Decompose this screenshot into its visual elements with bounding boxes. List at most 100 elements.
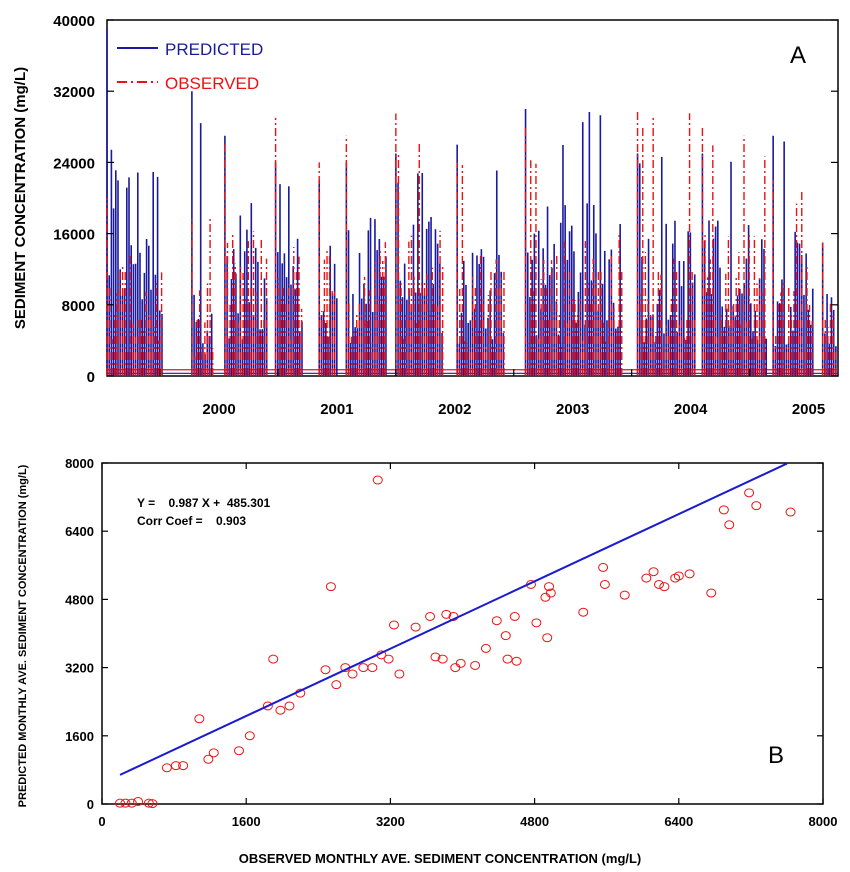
panel-b-fit-line — [119, 462, 788, 776]
panel-b-x-tick-label: 8000 — [809, 814, 838, 829]
panel-b-point — [724, 520, 735, 530]
panel-b-point — [170, 761, 181, 771]
panel-b-point — [545, 588, 556, 598]
panel-b-point — [751, 501, 762, 511]
panel-b-point — [578, 607, 589, 617]
panel-b-point — [441, 609, 452, 619]
panel-b-point — [203, 754, 214, 764]
panel-b-point — [115, 798, 126, 808]
panel-b-point — [744, 488, 755, 498]
panel-b-y-ticks: 0 1600 3200 4800 6400 8000 — [65, 456, 823, 812]
panel-b-x-tick-label: 6400 — [664, 814, 693, 829]
panel-b-point — [325, 582, 336, 592]
panel-b-point — [372, 475, 383, 485]
panel-b-x-tick-label: 3200 — [376, 814, 405, 829]
panel-b-point — [785, 507, 796, 517]
panel-a-y-tick-label: 32000 — [53, 84, 95, 101]
panel-b-point — [147, 799, 158, 809]
panel-b-point — [394, 669, 405, 679]
panel-b-x-tick-label: 4800 — [520, 814, 549, 829]
panel-b-point — [659, 582, 670, 592]
panel-b-y-tick-label: 0 — [87, 797, 94, 812]
panel-b-point — [641, 573, 652, 583]
panel-b-point — [331, 680, 342, 690]
panel-b-point — [208, 748, 219, 758]
panel-b-point — [480, 643, 491, 653]
panel-a-x-tick-label: 2002 — [438, 401, 471, 418]
panel-a-series-bars — [106, 28, 838, 376]
panel-b-points — [115, 475, 796, 809]
panel-b-point — [542, 633, 553, 643]
panel-b-equation: Y = 0.987 X + 485.301 — [137, 496, 271, 510]
panel-b-point — [178, 761, 189, 771]
panel-a-x-tick-label: 2004 — [674, 401, 708, 418]
panel-a-y-axis-label: SEDIMENT CONCENTRATION (mg/L) — [12, 67, 29, 329]
panel-b-point — [511, 656, 522, 666]
panel-b-corr-coef: Corr Coef = 0.903 — [137, 514, 246, 528]
panel-b-point — [161, 763, 172, 773]
panel-b-x-ticks: 0 1600 3200 4800 6400 8000 — [98, 463, 837, 829]
panel-b-point — [133, 796, 144, 806]
panel-a-y-tick-label: 16000 — [53, 227, 95, 244]
panel-b-scatter: 0 1600 3200 4800 6400 8000 0 1600 3200 4800 6400 8… — [17, 456, 837, 866]
panel-b-point — [599, 579, 610, 589]
panel-b-point — [598, 562, 609, 572]
panel-b-point — [268, 654, 279, 664]
panel-a-x-tick-label: 2003 — [556, 401, 589, 418]
panel-b-x-tick-label: 0 — [98, 814, 105, 829]
panel-b-point — [684, 569, 695, 579]
panel-a-y-tick-label: 8000 — [62, 298, 95, 315]
panel-b-y-tick-label: 3200 — [65, 661, 94, 676]
panel-b-point — [143, 798, 154, 808]
panel-b-point — [531, 618, 542, 628]
panel-b-letter: B — [768, 742, 784, 769]
panel-b-point — [233, 746, 244, 756]
panel-b-point — [470, 660, 481, 670]
panel-a-y-tick-label: 0 — [87, 369, 95, 386]
panel-a-y-tick-label: 40000 — [53, 13, 95, 30]
panel-a-x-ticks: 2000 2001 2002 2003 2004 2005 — [159, 369, 825, 418]
panel-a-x-tick-label: 2000 — [202, 401, 235, 418]
panel-b-point — [389, 620, 400, 630]
panel-b-point — [410, 622, 421, 632]
panel-b-x-axis-label: OBSERVED MONTHLY AVE. SEDIMENT CONCENTRA… — [239, 851, 642, 866]
panel-a-series-observed — [106, 109, 837, 376]
panel-b-y-tick-label: 6400 — [65, 524, 94, 539]
panel-b-point — [500, 631, 511, 641]
panel-b-plot-frame — [101, 462, 824, 805]
panel-b-point — [653, 579, 664, 589]
panel-b-point — [126, 798, 137, 808]
panel-b-y-tick-label: 8000 — [65, 456, 94, 471]
panel-b-y-tick-label: 4800 — [65, 592, 94, 607]
panel-b-point — [455, 658, 466, 668]
panel-b-point — [194, 714, 205, 724]
panel-b-point — [619, 590, 630, 600]
panel-b-y-tick-label: 1600 — [65, 729, 94, 744]
panel-b-point — [491, 616, 502, 626]
panel-b-point — [718, 505, 729, 515]
panel-b-point — [284, 701, 295, 711]
panel-b-y-axis-label: PREDICTED MONTHLY AVE. SEDIMENT CONCENTR… — [17, 464, 29, 807]
legend-observed-label: OBSERVED — [165, 74, 259, 93]
panel-b-x-tick-label: 1600 — [232, 814, 261, 829]
panel-b-point — [648, 567, 659, 577]
panel-a-letter: A — [790, 42, 806, 69]
panel-b-point — [673, 571, 684, 581]
panel-a-x-tick-label: 2005 — [792, 401, 825, 418]
panel-b-point — [425, 611, 436, 621]
panel-b-point — [320, 665, 331, 675]
panel-b-point — [262, 701, 273, 711]
panel-b-point — [430, 652, 441, 662]
panel-a-y-tick-label: 24000 — [53, 155, 95, 172]
panel-b-point — [383, 654, 394, 664]
panel-a-x-tick-label: 2001 — [320, 401, 353, 418]
panel-a-legend: PREDICTED OBSERVED — [117, 40, 263, 93]
panel-b-point — [502, 654, 513, 664]
panel-b-point — [706, 588, 717, 598]
panel-a-y-ticks: 0 8000 16000 24000 32000 40000 — [53, 13, 838, 386]
panel-b-point — [244, 731, 255, 741]
panel-b-point — [437, 654, 448, 664]
panel-b-point — [275, 705, 286, 715]
